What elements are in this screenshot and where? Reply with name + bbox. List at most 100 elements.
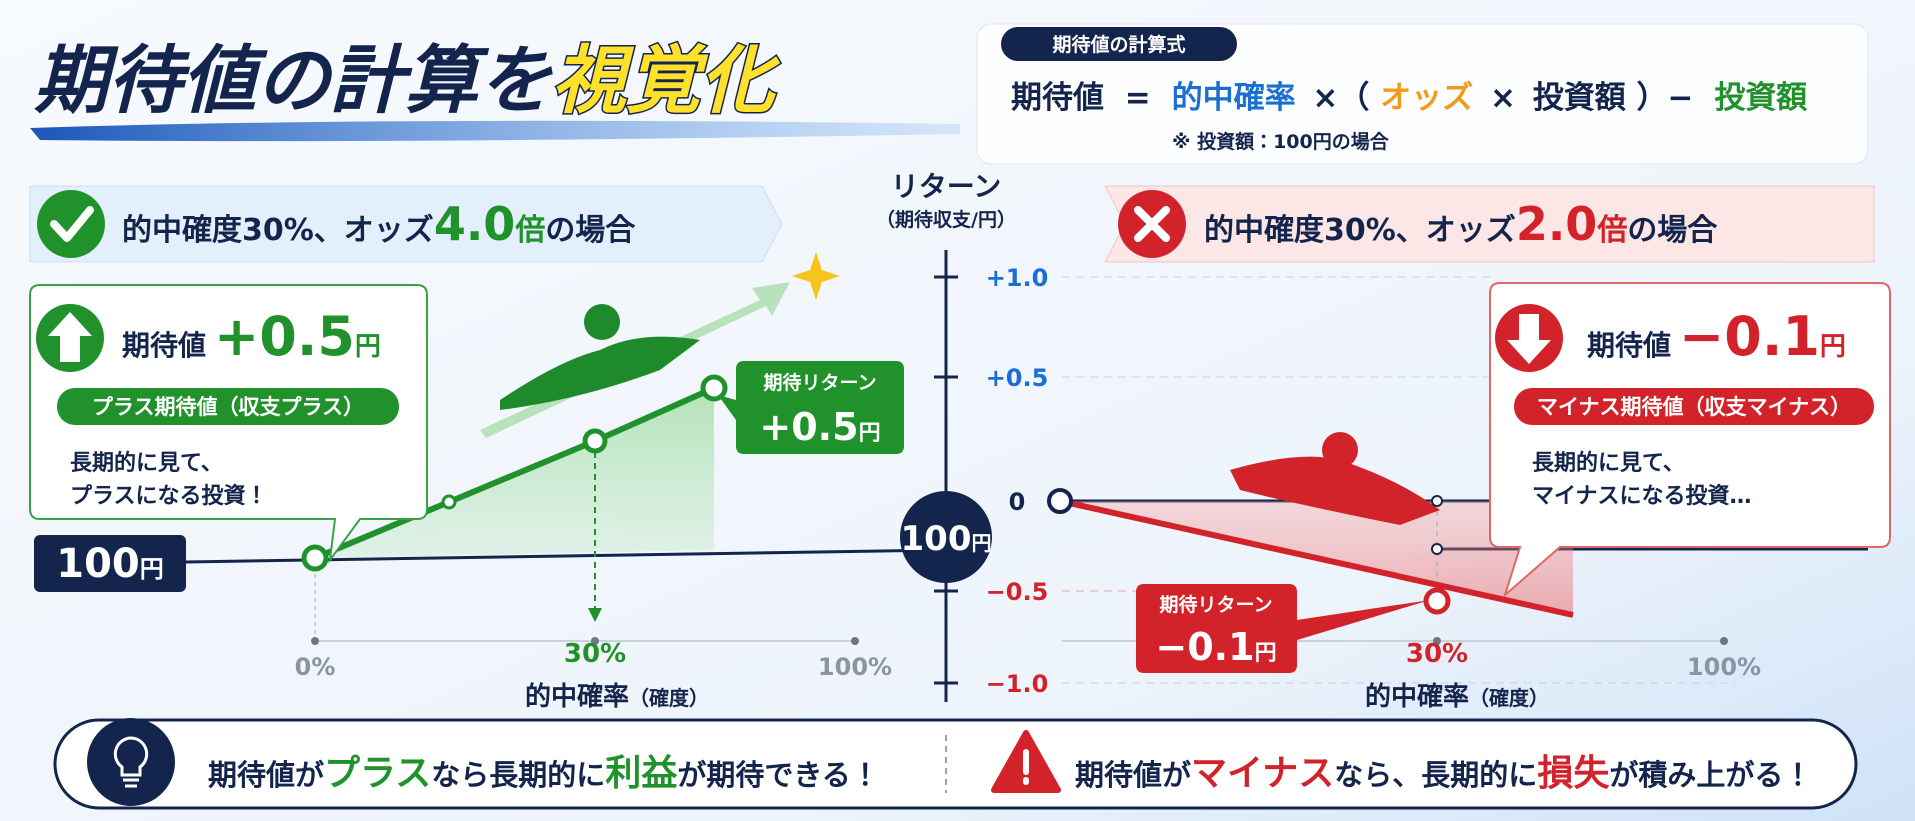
- right-tick-dot: [1720, 637, 1728, 645]
- footer-bar: [53, 718, 1858, 810]
- left-card-unit: 円: [355, 332, 381, 362]
- formula-note: ※ 投資額：100円の場合: [1172, 130, 1390, 153]
- title-highlight: 視覚化: [552, 38, 781, 124]
- right-tick-dot: [1433, 637, 1441, 645]
- racer-illustration: [584, 304, 620, 340]
- formula-investment: 投資額: [1533, 80, 1627, 116]
- formula-times: ×: [1490, 80, 1516, 116]
- y-tick-label: −1.0: [986, 670, 1049, 698]
- left-header-text: 的中確度30%、オッズ: [122, 213, 434, 248]
- left-header-odds: 4.0: [434, 197, 516, 251]
- racer-illustration: [1322, 432, 1358, 468]
- left-stake-unit: 円: [140, 555, 164, 583]
- right-header-text: 的中確度30%、オッズ: [1204, 213, 1516, 248]
- bulb-icon: [87, 718, 175, 806]
- left-callout-value: +0.5: [759, 405, 858, 449]
- left-header: 的中確度30%、オッズ4.0倍の場合: [122, 197, 636, 251]
- bulb: [113, 736, 149, 788]
- right-x-title-main: 的中確率: [1365, 681, 1469, 712]
- formula-close-minus: ）−: [1637, 80, 1694, 116]
- left-card-desc: プラスになる投資！: [70, 483, 268, 509]
- right-point: [1431, 495, 1443, 507]
- left-callout-label: 期待リターン: [763, 371, 876, 394]
- right-return-line: [1059, 498, 1574, 618]
- left-x-title-sub: （確度）: [629, 686, 709, 710]
- right-point: [1431, 543, 1443, 555]
- y-tick-label: 0: [1009, 488, 1026, 516]
- left-tick-dot: [591, 637, 599, 645]
- left-callout-unit: 円: [859, 421, 881, 446]
- right-header-suffix: の場合: [1627, 213, 1718, 248]
- left-x-tick-label: 0%: [295, 653, 336, 681]
- center-stake-value: 100: [901, 519, 972, 559]
- right-point: [1423, 587, 1451, 615]
- right-card-badge: [1514, 388, 1874, 425]
- left-callout-text: +0.5円: [759, 405, 880, 449]
- footer-left-emphasis: プラス: [324, 753, 431, 794]
- title: 期待値の計算を視覚化: [34, 38, 781, 124]
- footer-right-text: なら、長期的に: [1334, 758, 1537, 792]
- right-card-label: 期待値: [1587, 329, 1671, 362]
- right-x-tick-label: 30%: [1406, 639, 1468, 669]
- formula-badge-text: 期待値の計算式: [1052, 33, 1185, 56]
- boat-illustration: [500, 336, 700, 410]
- right-header-unit: 倍: [1596, 213, 1627, 248]
- x-mark: [1134, 206, 1170, 242]
- right-card-value: −0.1: [1679, 305, 1820, 368]
- left-card-badge-text: プラス期待値（収支プラス）: [92, 395, 364, 419]
- right-card-title: 期待値 −0.1円: [1587, 305, 1846, 368]
- right-header-odds: 2.0: [1516, 197, 1598, 251]
- left-header-unit: 倍: [514, 213, 545, 248]
- right-callout-value: −0.1: [1155, 625, 1254, 669]
- left-point: [700, 374, 728, 402]
- right-callout: [1136, 584, 1430, 673]
- left-x-title-main: 的中確率: [525, 681, 629, 712]
- formula-probability: 的中確率: [1172, 80, 1296, 116]
- left-header-ribbon: [29, 185, 783, 263]
- formula-badge: [1001, 27, 1237, 61]
- formula: 期待値 = 的中確率 ×（ オッズ × 投資額 ）− 投資額: [1011, 80, 1808, 116]
- footer-left: 期待値がプラスなら長期的に利益が期待できる！: [208, 753, 880, 794]
- left-card-desc: 長期的に見て、: [70, 450, 223, 476]
- left-header-suffix: の場合: [545, 213, 636, 248]
- footer-left-text: が期待できる！: [677, 758, 879, 792]
- right-callout-unit: 円: [1255, 641, 1277, 666]
- formula-times-open: ×（: [1312, 80, 1369, 116]
- sparkle: [792, 252, 840, 300]
- left-stake-box: [34, 535, 186, 592]
- left-callout: [718, 361, 904, 454]
- boat-illustration: [1230, 456, 1440, 525]
- left-x-tick-label: 100%: [818, 653, 892, 681]
- footer-right-text: が積み上がる！: [1609, 758, 1812, 792]
- right-card-badge-text: マイナス期待値（収支マイナス）: [1537, 395, 1851, 419]
- y-tick-label: +0.5: [986, 364, 1049, 392]
- footer-right-text: 期待値が: [1075, 758, 1191, 792]
- title-main: 期待値の計算を: [34, 38, 553, 124]
- right-card-desc: 長期的に見て、: [1532, 450, 1685, 476]
- check-mark: [50, 206, 94, 242]
- left-tick-dot: [311, 637, 319, 645]
- left-x-title: 的中確率（確度）: [525, 681, 709, 712]
- center-stake: 100円: [901, 519, 992, 559]
- right-card: [1489, 282, 1891, 599]
- footer-left-text: なら長期的に: [431, 758, 605, 792]
- right-callout-text: −0.1円: [1155, 625, 1276, 669]
- left-stake-value: 100: [56, 541, 140, 587]
- left-card-label: 期待値: [122, 329, 206, 362]
- left-tick-dot: [851, 637, 859, 645]
- left-card-value: +0.5: [214, 305, 355, 368]
- footer-right-emphasis: 損失: [1537, 753, 1610, 794]
- footer-right: 期待値がマイナスなら、長期的に損失が積み上がる！: [1075, 753, 1812, 794]
- left-card-badge: [57, 388, 399, 425]
- footer-left-text: 期待値が: [208, 758, 324, 792]
- formula-lhs: 期待値: [1011, 80, 1104, 116]
- y-ticks: [934, 275, 1736, 685]
- formula-odds: オッズ: [1380, 80, 1473, 116]
- right-x-title-sub: （確度）: [1469, 686, 1549, 710]
- right-x-tick-label: 100%: [1687, 653, 1761, 681]
- left-point: [301, 544, 329, 572]
- right-callout-label: 期待リターン: [1159, 593, 1272, 616]
